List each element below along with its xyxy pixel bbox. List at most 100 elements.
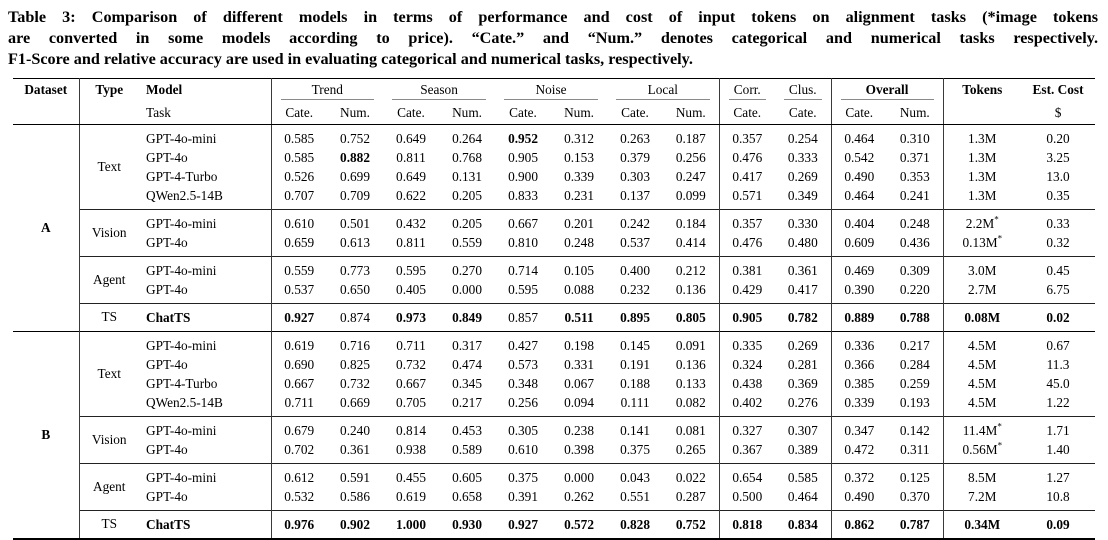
metric-value: 0.895 xyxy=(607,302,664,331)
metric-value: 0.088 xyxy=(564,281,594,297)
type-label: Vision xyxy=(79,415,139,463)
asterisk-marker: * xyxy=(997,233,1003,244)
table-body: A Text GPT-4o-mini 0.585 0.752 0.649 0.264 0.95… xyxy=(13,124,1096,539)
group-label: Season xyxy=(392,82,487,100)
metric-value: 0.145 xyxy=(607,330,664,355)
metric-value: 0.480 xyxy=(775,233,832,256)
model-name: GPT-4-Turbo xyxy=(139,167,272,186)
metric-value: 0.022 xyxy=(663,462,720,487)
type-label: Vision xyxy=(79,208,139,256)
metric-value: 0.716 xyxy=(327,330,384,355)
metric-value: 0.436 xyxy=(887,233,944,256)
metric-value: 0.335 xyxy=(719,330,776,355)
tokens-value: 8.5M xyxy=(943,462,1022,487)
metric-value: 0.265 xyxy=(663,440,720,463)
metric-value: 0.654 xyxy=(719,462,776,487)
metric-value: 0.082 xyxy=(663,393,720,416)
col-group-noise: Noise xyxy=(495,79,607,102)
metric-value: 0.732 xyxy=(340,375,370,391)
metric-value: 0.269 xyxy=(775,167,832,186)
metric-value: 0.081 xyxy=(663,415,720,440)
metric-value: 0.347 xyxy=(831,415,888,440)
metric-value: 0.405 xyxy=(396,281,426,297)
metric-value: 0.390 xyxy=(844,281,875,297)
metric-value: 0.605 xyxy=(439,462,496,487)
col-subheader: Cate. xyxy=(775,101,832,125)
metric-value: 0.667 xyxy=(495,208,552,233)
col-group-clus: Clus. xyxy=(775,78,832,102)
metric-value: 0.702 xyxy=(284,441,315,457)
cost-value: 0.67 xyxy=(1021,330,1096,355)
metric-value: 0.133 xyxy=(663,374,720,393)
cost-value: 1.40 xyxy=(1046,441,1070,457)
metric-value: 0.264 xyxy=(452,130,482,146)
metric-value: 0.231 xyxy=(564,187,594,203)
metric-value: 0.256 xyxy=(508,394,538,410)
subheader-empty xyxy=(943,101,1022,125)
header-row: Dataset Type Model Trend Season Noise Local Cor… xyxy=(13,78,1095,102)
metric-value: 0.619 xyxy=(271,330,327,355)
metric-value: 0.927 xyxy=(271,302,327,331)
metric-value: 0.136 xyxy=(663,280,720,303)
metric-value: 0.310 xyxy=(887,124,944,148)
metric-value: 0.398 xyxy=(564,441,594,457)
table-row: GPT-4o 0.702 0.361 0.938 0.589 0.610 0.398 0.37… xyxy=(13,440,1095,463)
metric-value: 0.043 xyxy=(607,462,664,487)
metric-value: 0.391 xyxy=(508,488,538,504)
caption-line: are converted in some models according t… xyxy=(8,29,1098,47)
metric-value: 0.905 xyxy=(719,302,776,331)
metric-value: 0.379 xyxy=(620,149,650,165)
metric-value: 0.141 xyxy=(607,415,664,440)
metric-value: 0.187 xyxy=(663,124,720,148)
table-row: Vision GPT-4o-mini 0.610 0.501 0.432 0.205 0.6… xyxy=(13,208,1096,256)
metric-value: 0.284 xyxy=(887,355,944,374)
tokens-value: 2.7M xyxy=(968,281,997,297)
cost-value: 6.75 xyxy=(1046,281,1070,297)
metric-value: 0.573 xyxy=(508,356,538,372)
col-subheader: Cate. xyxy=(495,101,552,125)
metric-value: 0.532 xyxy=(284,488,315,504)
cost-value: 1.71 xyxy=(1021,415,1096,440)
metric-value: 0.511 xyxy=(551,302,608,331)
table-row: B Text GPT-4o-mini 0.619 0.716 0.711 0.317 0.42… xyxy=(13,330,1096,539)
metric-value: 0.927 xyxy=(495,509,552,539)
tokens-value: 0.13M* xyxy=(962,233,1003,250)
metric-value: 0.312 xyxy=(564,130,594,146)
metric-value: 0.828 xyxy=(607,509,664,539)
tokens-value: 1.3M xyxy=(968,187,997,203)
metric-value: 0.711 xyxy=(284,394,314,410)
table-row: GPT-4-Turbo 0.667 0.732 0.667 0.345 0.348 0.06… xyxy=(13,374,1095,393)
metric-value: 0.353 xyxy=(887,167,944,186)
model-name: ChatTS xyxy=(139,302,272,331)
metric-value: 0.099 xyxy=(663,186,720,209)
metric-value: 0.659 xyxy=(284,234,315,250)
metric-value: 0.930 xyxy=(439,509,496,539)
metric-value: 0.649 xyxy=(396,168,426,184)
metric-value: 0.591 xyxy=(327,462,384,487)
tokens-value: 4.5M xyxy=(968,394,997,410)
col-subheader: Cate. xyxy=(831,101,888,125)
tokens-value: 4.5M xyxy=(968,356,997,372)
col-header-type: Type xyxy=(95,82,124,97)
metric-value: 0.476 xyxy=(732,149,763,165)
metric-value: 0.414 xyxy=(663,233,720,256)
tokens-value: 3.0M xyxy=(943,255,1022,280)
metric-value: 0.303 xyxy=(620,168,650,184)
metric-value: 0.589 xyxy=(452,441,482,457)
metric-value: 0.259 xyxy=(887,374,944,393)
metric-value: 0.586 xyxy=(340,488,370,504)
metric-value: 0.345 xyxy=(452,375,482,391)
results-table: Dataset Type Model Trend Season Noise Local Cor… xyxy=(13,78,1096,540)
metric-value: 0.361 xyxy=(340,441,370,457)
model-name: QWen2.5-14B xyxy=(139,393,272,416)
metric-value: 0.191 xyxy=(620,356,650,372)
metric-value: 0.609 xyxy=(844,234,875,250)
metric-value: 0.849 xyxy=(439,302,496,331)
asterisk-marker: * xyxy=(997,440,1003,451)
metric-value: 0.311 xyxy=(887,440,944,463)
metric-value: 0.905 xyxy=(508,149,538,165)
metric-value: 0.690 xyxy=(284,356,315,372)
metric-value: 0.217 xyxy=(887,330,944,355)
col-header-dataset: Dataset xyxy=(13,78,80,102)
metric-value: 0.825 xyxy=(340,356,370,372)
